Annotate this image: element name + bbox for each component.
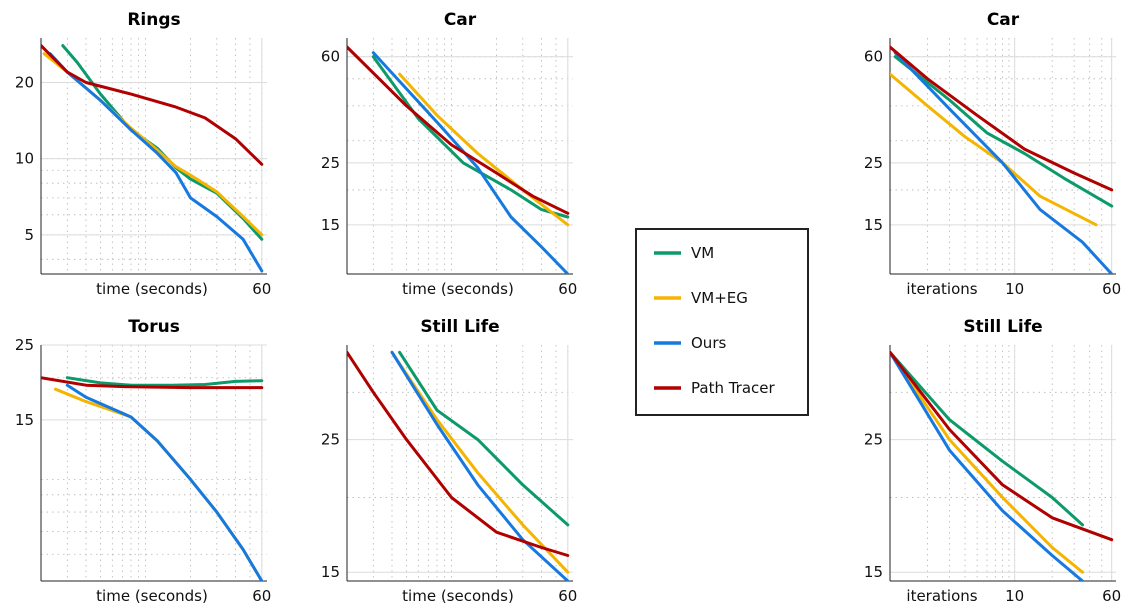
y-tick-label: 25 [321, 431, 340, 449]
chart-title: Car [987, 10, 1020, 30]
series-line-vm [65, 376, 264, 387]
chart-panels: Rings 5 10 20 60 time (seconds) Car 15 25 60 60 tim… [15, 10, 1121, 605]
x-axis-label: iterations [906, 280, 977, 298]
x-tick-label: 60 [252, 587, 271, 605]
series-line-vm-eg [890, 350, 1084, 574]
legend-entry: VM [654, 244, 714, 262]
series-line-vm [371, 55, 570, 219]
chart-panel-6: Still Life 15 25 10 60 iterations [864, 317, 1121, 605]
y-tick-label: 15 [864, 216, 883, 234]
legend-entry: Path Tracer [654, 379, 776, 397]
x-tick-label: 60 [1102, 587, 1121, 605]
series-line-ours [390, 350, 570, 581]
chart-title: Still Life [420, 317, 499, 337]
x-axis-label: time (seconds) [96, 587, 208, 605]
grid [41, 38, 267, 274]
series-line-path-tracer [347, 350, 570, 557]
y-tick-label: 25 [15, 336, 34, 354]
series-group [41, 44, 264, 273]
x-tick-label: 60 [252, 280, 271, 298]
series-line-ours [893, 51, 1114, 274]
series-line-ours [371, 51, 570, 274]
series-line-vm [893, 55, 1114, 208]
x-tick-label: 10 [1005, 587, 1024, 605]
chart-panel-4: Torus 15 25 60 time (seconds) [15, 317, 271, 605]
series-line-ours [890, 350, 1084, 581]
series-group [890, 45, 1114, 274]
legend: VM VM+EG Ours Path Tracer [635, 228, 809, 416]
x-axis-label: time (seconds) [402, 280, 514, 298]
y-tick-label: 20 [15, 74, 34, 92]
legend-label: Ours [691, 334, 726, 352]
y-tick-label: 60 [864, 48, 883, 66]
chart-panel-1: Rings 5 10 20 60 time (seconds) [15, 10, 271, 298]
legend-label: VM+EG [691, 289, 748, 307]
y-tick-label: 10 [15, 150, 34, 168]
y-tick-label: 5 [24, 226, 34, 244]
series-line-vm-eg [890, 72, 1098, 227]
y-tick-label: 15 [321, 563, 340, 581]
y-tick-label: 15 [864, 563, 883, 581]
y-tick-label: 15 [15, 411, 34, 429]
chart-title: Torus [128, 317, 180, 337]
y-tick-label: 25 [321, 154, 340, 172]
series-group [890, 350, 1114, 581]
x-tick-label: 60 [558, 280, 577, 298]
chart-panel-5: Still Life 15 25 60 time (seconds) [321, 317, 577, 605]
series-line-vm [890, 350, 1084, 527]
x-tick-label: 60 [1102, 280, 1121, 298]
y-tick-label: 60 [321, 48, 340, 66]
grid [890, 345, 1116, 581]
grid [347, 38, 573, 274]
series-group [347, 350, 570, 581]
series-line-path-tracer [347, 45, 570, 215]
y-tick-label: 15 [321, 216, 340, 234]
legend-entry: Ours [654, 334, 726, 352]
legend-frame [635, 228, 809, 416]
series-line-vm [61, 44, 264, 241]
series-line-path-tracer [890, 350, 1114, 542]
x-tick-label: 10 [1005, 280, 1024, 298]
series-line-vm-eg [398, 72, 570, 227]
legend-label: Path Tracer [691, 379, 776, 397]
series-line-path-tracer [41, 376, 264, 390]
series-line-vm-eg [54, 387, 264, 581]
chart-panel-2: Car 15 25 60 60 time (seconds) [321, 10, 577, 298]
series-line-path-tracer [890, 45, 1114, 192]
x-axis-label: time (seconds) [96, 280, 208, 298]
x-axis-label: iterations [906, 587, 977, 605]
series-line-ours [65, 383, 264, 581]
y-tick-label: 25 [864, 154, 883, 172]
y-tick-label: 25 [864, 431, 883, 449]
series-group [41, 376, 264, 581]
x-axis-label: time (seconds) [402, 587, 514, 605]
x-tick-label: 60 [558, 587, 577, 605]
grid [890, 38, 1116, 274]
series-line-path-tracer [41, 44, 264, 166]
legend-items: VM VM+EG Ours Path Tracer [654, 244, 776, 397]
chart-title: Rings [127, 10, 180, 30]
series-line-vm-eg [390, 350, 570, 574]
legend-label: VM [691, 244, 714, 262]
series-line-vm [398, 350, 570, 527]
chart-panel-3: Car 15 25 60 10 60 iterations [864, 10, 1121, 298]
series-line-ours [48, 52, 264, 273]
chart-title: Car [444, 10, 477, 30]
series-group [347, 45, 570, 274]
chart-title: Still Life [963, 317, 1042, 337]
legend-entry: VM+EG [654, 289, 748, 307]
